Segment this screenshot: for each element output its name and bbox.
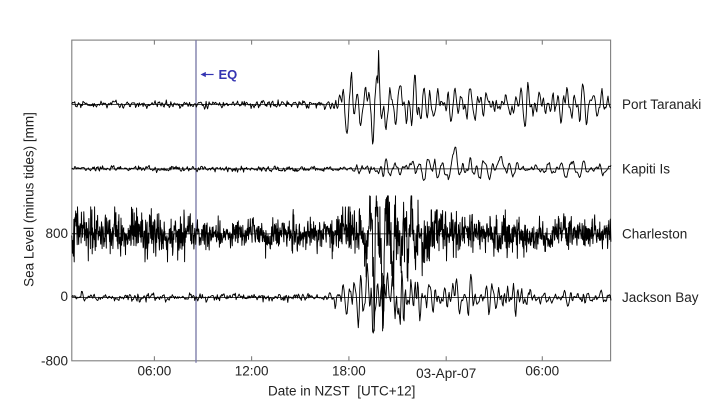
svg-text:18:00: 18:00 [332,364,366,379]
svg-text:Sea Level (minus tides) [mm]: Sea Level (minus tides) [mm] [21,112,36,287]
svg-text:EQ: EQ [219,67,238,82]
svg-text:-800: -800 [41,354,68,369]
svg-text:Date in NZST [UTC+12]: Date in NZST [UTC+12] [268,384,415,399]
svg-text:0: 0 [60,289,68,304]
svg-text:Jackson Bay: Jackson Bay [622,290,699,305]
svg-text:Port Taranaki: Port Taranaki [622,97,701,112]
svg-text:12:00: 12:00 [235,364,269,379]
svg-text:Kapiti Is: Kapiti Is [622,162,670,177]
svg-text:Charleston: Charleston [622,227,687,242]
svg-text:03-Apr-07: 03-Apr-07 [416,366,476,381]
svg-text:06:00: 06:00 [525,364,559,379]
svg-text:06:00: 06:00 [138,364,172,379]
svg-text:800: 800 [45,226,68,241]
